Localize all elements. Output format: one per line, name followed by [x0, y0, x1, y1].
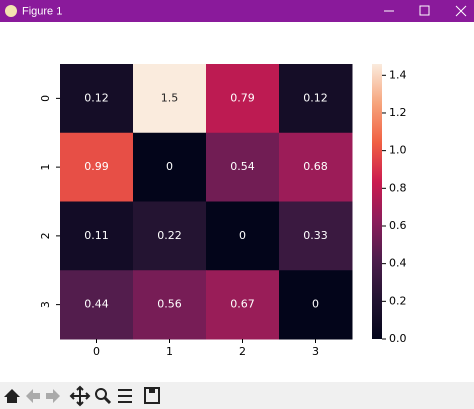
- cell-label: 0: [312, 298, 319, 311]
- cell-label: 0.33: [303, 229, 328, 242]
- cell-label: 0.56: [157, 298, 182, 311]
- cell-label: 0.68: [303, 160, 328, 173]
- heatmap-cell: [206, 201, 280, 271]
- cell-label: 0.11: [84, 229, 109, 242]
- colorbar-tick-label: 0.2: [389, 294, 407, 307]
- zoom-button[interactable]: [95, 388, 107, 400]
- y-tick-label: 1: [39, 164, 52, 171]
- x-tick-label: 2: [239, 345, 246, 358]
- heatmap-cell: [206, 132, 280, 202]
- heatmap-cell: [206, 270, 280, 340]
- save-button[interactable]: [144, 387, 160, 404]
- heatmap-cell: [133, 64, 207, 134]
- heatmap-cell: [133, 132, 207, 202]
- heatmap-cell: [279, 270, 353, 340]
- heatmap-cell: [60, 270, 134, 340]
- y-tick-label: 3: [39, 301, 52, 308]
- heatmap-cell: [133, 270, 207, 340]
- colorbar-tick-label: 0.8: [389, 181, 407, 194]
- heatmap-cell: [279, 132, 353, 202]
- y-tick-label: 2: [39, 232, 52, 239]
- heatmap-cell: [279, 64, 353, 134]
- x-tick-label: 3: [312, 345, 319, 358]
- cell-label: 0: [166, 160, 173, 173]
- heatmap-cell: [60, 64, 134, 134]
- cell-label: 0.44: [84, 298, 109, 311]
- maximize-button[interactable]: [419, 5, 430, 16]
- heatmap-cell: [60, 132, 134, 202]
- cell-label: 0.12: [84, 91, 109, 104]
- colorbar-tick-label: 0.6: [389, 219, 407, 232]
- cell-label: 0.79: [230, 91, 255, 104]
- heatmap-cell: [206, 64, 280, 134]
- x-tick-label: 0: [93, 345, 100, 358]
- back-button[interactable]: [26, 389, 40, 403]
- cell-label: 0.12: [303, 91, 328, 104]
- y-tick-label: 0: [39, 95, 52, 102]
- colorbar-tick-label: 1.2: [389, 106, 407, 119]
- cell-label: 0.22: [157, 229, 182, 242]
- cell-label: 1.5: [161, 91, 179, 104]
- zoom-handle: [103, 396, 112, 405]
- home-button[interactable]: [4, 389, 20, 403]
- cell-label: 0.67: [230, 298, 255, 311]
- cell-label: 0: [239, 229, 246, 242]
- x-tick-label: 1: [166, 345, 173, 358]
- colorbar: [372, 64, 382, 339]
- cell-label: 0.99: [84, 160, 109, 173]
- window-title: Figure 1: [22, 5, 62, 17]
- app-icon: [5, 5, 17, 17]
- colorbar-tick-label: 1.0: [389, 144, 407, 157]
- heatmap-cell: [279, 201, 353, 271]
- configure-button[interactable]: [118, 389, 132, 403]
- colorbar-tick-label: 0.0: [389, 332, 407, 345]
- cell-label: 0.54: [230, 160, 255, 173]
- colorbar-tick-label: 0.4: [389, 257, 407, 270]
- pan-button[interactable]: [69, 385, 91, 407]
- heatmap-cell: [60, 201, 134, 271]
- save-icon-detail: [149, 389, 155, 393]
- close-button[interactable]: [455, 5, 467, 17]
- heatmap-cell: [133, 201, 207, 271]
- forward-button[interactable]: [46, 389, 60, 403]
- heatmap-chart: 0.12 1.5 0.79 0.120.99 0 0.54 0.680.11 0.22 0 0.3…: [39, 64, 407, 358]
- title-bar-bg: [0, 0, 474, 22]
- colorbar-tick-label: 1.4: [389, 68, 407, 81]
